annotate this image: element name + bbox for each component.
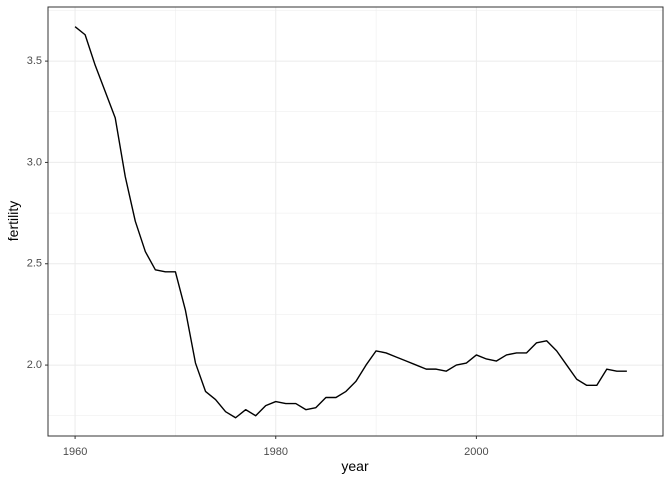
y-axis-title: fertility [5,201,21,241]
x-tick-label: 1960 [63,446,87,458]
x-tick-label: 2000 [464,446,488,458]
y-tick-label: 3.5 [27,55,42,67]
x-axis-title: year [341,458,369,474]
x-tick-label: 1980 [263,446,287,458]
y-tick-label: 2.0 [27,359,42,371]
data-line [74,26,627,419]
y-tick-label: 2.5 [27,258,42,270]
panel-border [47,6,664,437]
y-tick-label: 3.0 [27,156,42,168]
